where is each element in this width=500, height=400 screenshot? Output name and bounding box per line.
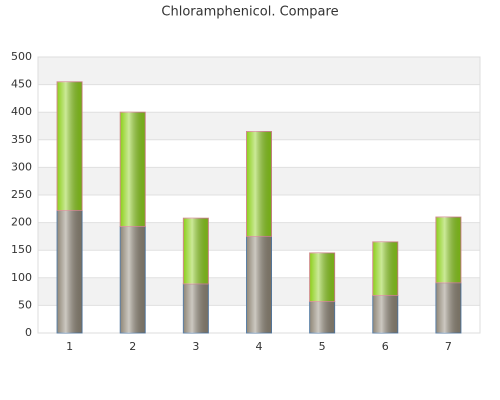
y-tick-label: 0 (25, 326, 32, 339)
x-tick-label: 4 (256, 340, 263, 353)
x-tick-label: 5 (319, 340, 326, 353)
x-tick-label: 6 (382, 340, 389, 353)
y-tick-label: 400 (11, 105, 32, 118)
x-tick-label: 1 (66, 340, 73, 353)
bar-shine (120, 112, 146, 227)
y-tick-label: 50 (18, 298, 32, 311)
bar-shine (183, 283, 209, 333)
bar-shine (435, 217, 461, 283)
chart-title: Chloramphenicol. Compare (161, 5, 338, 20)
bar-shine (372, 241, 398, 296)
x-tick-label: 3 (192, 340, 199, 353)
y-tick-label: 150 (11, 243, 32, 256)
bar-shine (309, 301, 335, 333)
y-tick-label: 350 (11, 133, 32, 146)
bar-shine (57, 210, 83, 333)
bar-shine (120, 226, 146, 333)
y-tick-label: 100 (11, 271, 32, 284)
bar-shine (246, 131, 272, 237)
y-tick-label: 300 (11, 160, 32, 173)
x-tick-label: 2 (129, 340, 136, 353)
grid-band (38, 57, 480, 85)
bar-shine (309, 252, 335, 302)
bar-shine (246, 236, 272, 333)
y-tick-label: 250 (11, 188, 32, 201)
bar-shine (57, 81, 83, 211)
y-tick-label: 500 (11, 50, 32, 63)
bar-shine (435, 282, 461, 333)
bar-shine (183, 218, 209, 284)
bar-shine (372, 295, 398, 333)
y-tick-label: 200 (11, 216, 32, 229)
y-tick-label: 450 (11, 78, 32, 91)
x-tick-label: 7 (445, 340, 452, 353)
